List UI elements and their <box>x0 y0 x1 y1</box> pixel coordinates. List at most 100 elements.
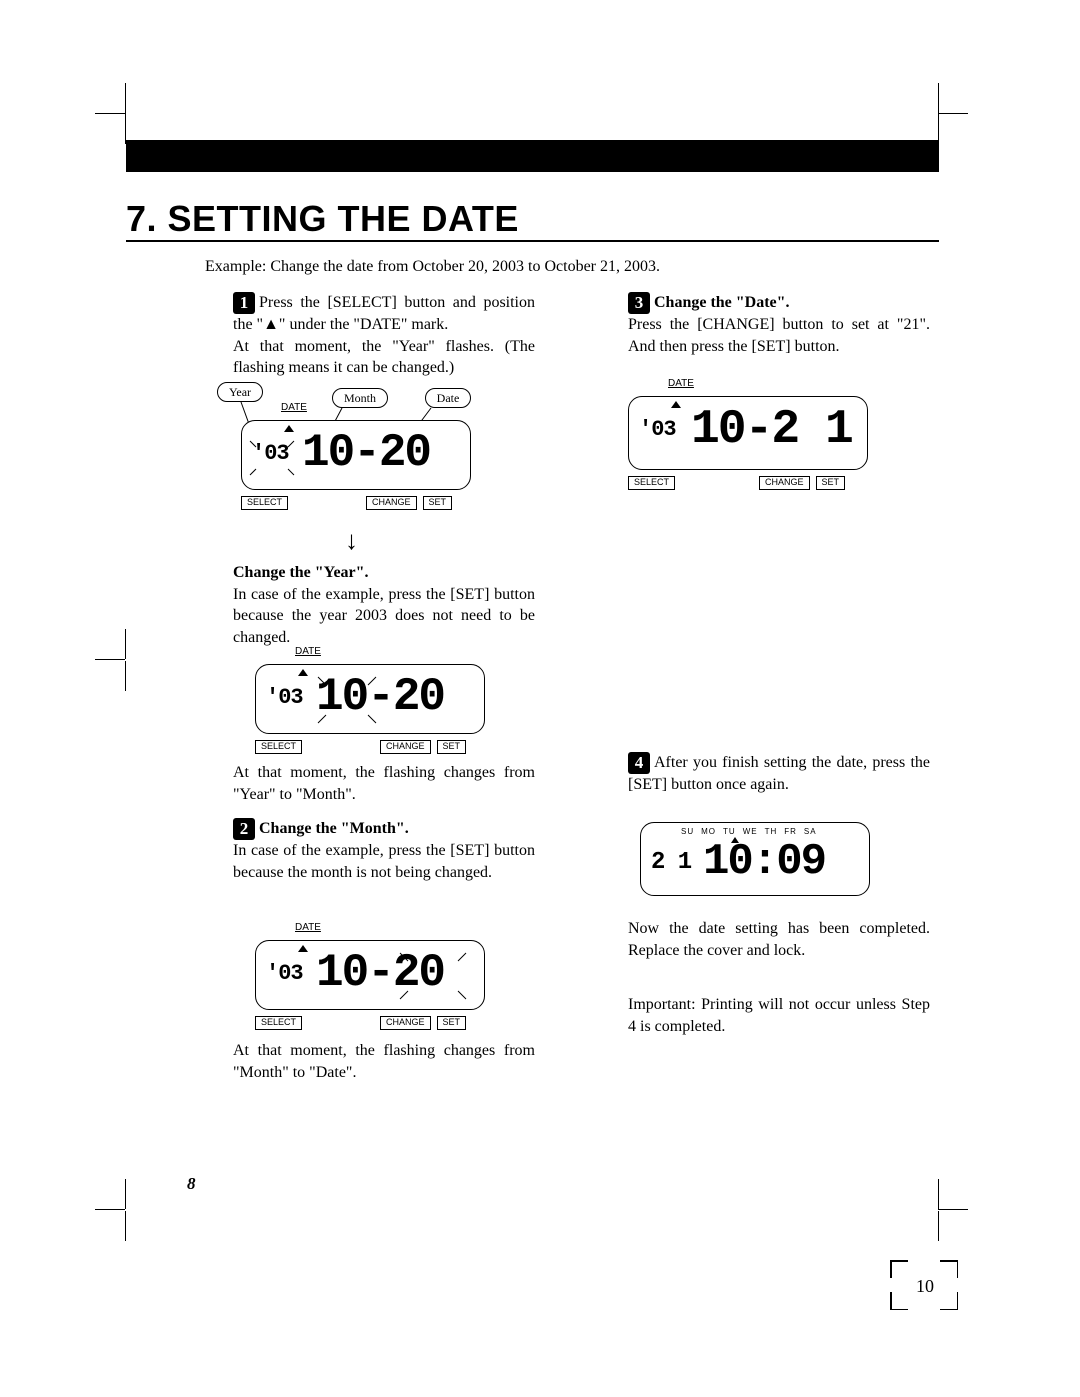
lcd-device-4: DATE '03 10-2 1 SELECT CHANGE SET <box>628 384 888 499</box>
button-row: SELECT CHANGE SET <box>255 1016 466 1030</box>
step-4: 4After you finish setting the date, pres… <box>600 752 930 796</box>
step-4-p1: After you finish setting the date, press… <box>628 754 930 793</box>
step-4-p3: Important: Printing will not occur unles… <box>600 994 930 1037</box>
lcd-month-date: 10-20 <box>316 671 444 723</box>
arrow-up-icon <box>671 401 681 408</box>
step-2-title: Change the "Month". <box>259 820 409 837</box>
select-button: SELECT <box>241 496 288 510</box>
crop-mark <box>95 113 125 114</box>
change-button: CHANGE <box>380 1016 431 1030</box>
select-button: SELECT <box>628 476 675 490</box>
lcd-screen: '03 10-2 1 <box>628 396 868 470</box>
crop-mark <box>938 83 939 113</box>
step-badge-4: 4 <box>628 752 650 774</box>
day-su: SU <box>681 827 694 836</box>
crop-mark <box>125 661 126 691</box>
crop-mark <box>95 1209 125 1210</box>
crop-mark <box>938 1179 939 1209</box>
step-badge-3: 3 <box>628 292 650 314</box>
crop-mark <box>125 113 126 143</box>
step-badge-1: 1 <box>233 292 255 314</box>
day-sa: SA <box>804 827 817 836</box>
change-year-title: Change the "Year". <box>205 562 535 584</box>
page-number-left: 8 <box>187 1174 196 1194</box>
step-4-para: 4After you finish setting the date, pres… <box>600 752 930 796</box>
lcd-time: 10:09 <box>703 837 825 887</box>
step-1-para: 1Press the [SELECT] button and position … <box>205 292 535 336</box>
set-button: SET <box>816 476 846 490</box>
button-row: SELECT CHANGE SET <box>255 740 466 754</box>
step-2-p1: In case of the example, press the [SET] … <box>205 840 535 883</box>
step-1-text-b: At that moment, the "Year" flashes. (The… <box>205 336 535 379</box>
step-3-title: Change the "Date". <box>654 294 790 311</box>
lcd-screen: '03 10-20 <box>255 940 485 1010</box>
set-button: SET <box>437 1016 467 1030</box>
change-button: CHANGE <box>759 476 810 490</box>
lcd-screen: '03 10-20 <box>255 664 485 734</box>
lcd-month-date: 10-2 1 <box>691 403 852 457</box>
crop-mark <box>938 1209 968 1210</box>
crop-mark <box>938 113 939 143</box>
lcd-device-3: DATE '03 10-20 SELECT CHANGE SET <box>255 928 505 1043</box>
manual-page: 7. SETTING THE DATE Example: Change the … <box>0 0 1080 1397</box>
set-button: SET <box>437 740 467 754</box>
arrow-up-icon <box>298 669 308 676</box>
change-year-p1: In case of the example, press the [SET] … <box>205 584 535 649</box>
step-4-p2: Now the date setting has been completed.… <box>600 918 930 961</box>
lcd-month-date: 10-20 <box>302 427 430 479</box>
step-2-p2: At that moment, the flashing changes fro… <box>205 1040 535 1083</box>
step-3-para: 3Change the "Date". <box>600 292 930 314</box>
page-number-right: 10 <box>916 1276 934 1297</box>
step-1-text-a: Press the [SELECT] button and position t… <box>233 294 535 333</box>
lcd-screen: SU MO TU WE TH FR SA 2 1 10:09 <box>640 822 870 896</box>
day-fr: FR <box>784 827 797 836</box>
select-button: SELECT <box>255 1016 302 1030</box>
select-button: SELECT <box>255 740 302 754</box>
section-heading: 7. SETTING THE DATE <box>126 198 519 240</box>
day-tu: TU <box>723 827 736 836</box>
lcd-screen: '03 10-20 <box>241 420 471 490</box>
lcd-year: '03 <box>639 417 676 442</box>
day-we: WE <box>743 827 758 836</box>
crop-mark <box>125 1211 126 1241</box>
crop-mark <box>125 1179 126 1209</box>
lcd-year: '03 <box>266 685 303 710</box>
change-button: CHANGE <box>380 740 431 754</box>
title-bar <box>126 140 939 172</box>
arrow-up-icon <box>298 945 308 952</box>
days-row: SU MO TU WE TH FR SA <box>681 827 817 836</box>
change-year-p2: At that moment, the flashing changes fro… <box>205 762 535 805</box>
crop-mark <box>95 659 125 660</box>
change-year-block: Change the "Year". In case of the exampl… <box>205 562 535 648</box>
day-th: TH <box>765 827 778 836</box>
lcd-device-5: SU MO TU WE TH FR SA 2 1 10:09 <box>640 812 890 912</box>
down-arrow-icon: ↓ <box>345 526 358 556</box>
change-button: CHANGE <box>366 496 417 510</box>
date-label: DATE <box>668 378 694 389</box>
button-row: SELECT CHANGE SET <box>241 496 452 510</box>
day-mo: MO <box>701 827 716 836</box>
step-3: 3Change the "Date". Press the [CHANGE] b… <box>600 292 930 357</box>
lcd-device-1: Year Month Date DATE <box>227 388 507 533</box>
date-label: DATE <box>295 922 321 933</box>
heading-underline <box>126 240 939 242</box>
crop-mark <box>938 1211 939 1241</box>
button-row: SELECT CHANGE SET <box>628 476 845 490</box>
crop-mark <box>938 113 968 114</box>
lcd-year: '03 <box>252 441 289 466</box>
lcd-year: '03 <box>266 961 303 986</box>
lcd-day-num: 2 1 <box>651 849 691 876</box>
lcd-month-date: 10-20 <box>316 947 444 999</box>
step-1: 1Press the [SELECT] button and position … <box>205 292 535 379</box>
crop-mark <box>125 629 126 659</box>
callout-month: Month <box>332 388 388 408</box>
arrow-up-icon <box>284 425 294 432</box>
step-3-p1: Press the [CHANGE] button to set at "21"… <box>600 314 930 357</box>
step-2-para: 2Change the "Month". <box>205 818 535 840</box>
example-text: Example: Change the date from October 20… <box>205 258 660 276</box>
crop-mark <box>125 83 126 113</box>
callout-year: Year <box>217 382 263 402</box>
set-button: SET <box>423 496 453 510</box>
lcd-device-2: DATE '03 10-20 SELECT CHANGE SET <box>255 652 505 767</box>
step-2: 2Change the "Month". In case of the exam… <box>205 818 535 883</box>
